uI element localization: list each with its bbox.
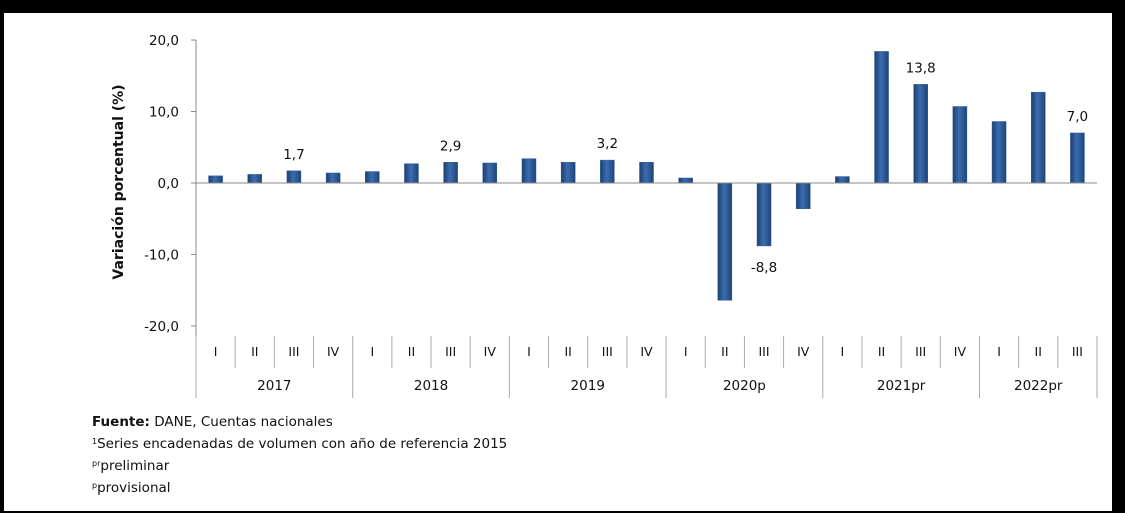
- bar: [1070, 132, 1085, 184]
- data-label: -8,8: [751, 260, 777, 276]
- quarter-label: IV: [954, 344, 967, 359]
- quarter-label: III: [758, 344, 769, 359]
- bar: [286, 170, 302, 184]
- bar: [600, 159, 615, 184]
- data-label: 1,7: [283, 147, 304, 163]
- bar: [874, 51, 889, 184]
- footnote-mark-pr: pr: [92, 459, 101, 468]
- bar: [443, 162, 458, 184]
- quarter-label: I: [214, 344, 218, 359]
- quarter-label: IV: [327, 344, 340, 359]
- year-label: 2017: [257, 378, 291, 394]
- footnote-provisional-text: provisional: [97, 480, 171, 496]
- bar: [913, 84, 928, 184]
- y-tick-label: 0,0: [158, 176, 179, 192]
- quarter-label: II: [564, 344, 571, 359]
- quarter-label: I: [370, 344, 374, 359]
- year-label: 2018: [414, 378, 448, 394]
- bar: [365, 171, 380, 184]
- year-label: 2022pr: [1014, 378, 1063, 394]
- y-tick-label: 10,0: [149, 105, 179, 121]
- footnote-source: Fuente: DANE, Cuentas nacionales: [92, 414, 333, 430]
- quarter-label: III: [288, 344, 299, 359]
- footnote-series-text: Series encadenadas de volumen con año de…: [97, 436, 508, 452]
- year-label: 2019: [571, 378, 605, 394]
- quarter-label: II: [878, 344, 885, 359]
- quarter-label: IV: [797, 344, 810, 359]
- bar: [208, 175, 223, 184]
- quarter-label: I: [997, 344, 1001, 359]
- footnote-preliminar-text: preliminar: [100, 458, 170, 474]
- bar: [678, 177, 693, 184]
- bar: [325, 172, 341, 184]
- y-tick-label: -20,0: [144, 319, 179, 335]
- quarter-label: I: [841, 344, 845, 359]
- quarter-label: II: [721, 344, 728, 359]
- bar: [991, 121, 1007, 184]
- quarter-label: II: [408, 344, 415, 359]
- bar: [795, 182, 811, 209]
- data-label: 3,2: [597, 136, 618, 152]
- data-label: 7,0: [1067, 109, 1088, 125]
- quarter-label: III: [602, 344, 613, 359]
- quarter-label: II: [251, 344, 258, 359]
- quarter-label: III: [1072, 344, 1083, 359]
- quarter-label: IV: [640, 344, 653, 359]
- bar: [756, 182, 772, 247]
- bar: [639, 162, 654, 184]
- year-label: 2021pr: [877, 378, 926, 394]
- footnote-mark-1: 1: [92, 437, 98, 446]
- footnote-preliminar: prpreliminar: [92, 458, 169, 474]
- bar: [404, 163, 419, 184]
- y-tick-label: -10,0: [144, 248, 179, 264]
- footnote-mark-p: p: [92, 481, 98, 490]
- bar: [1030, 91, 1046, 184]
- year-label: 2020p: [723, 378, 766, 394]
- source-label: Fuente:: [92, 414, 150, 430]
- y-tick-label: 20,0: [149, 33, 179, 49]
- quarter-label: III: [915, 344, 926, 359]
- quarter-label: II: [1035, 344, 1042, 359]
- y-axis-label: Variación porcentual (%): [111, 84, 127, 279]
- quarter-label: IV: [484, 344, 497, 359]
- quarter-label: I: [527, 344, 531, 359]
- footnote-provisional: pprovisional: [92, 480, 171, 496]
- quarter-label: I: [684, 344, 688, 359]
- bar: [952, 106, 968, 184]
- bar: [560, 162, 576, 184]
- bar: [835, 176, 850, 184]
- data-label: 13,8: [906, 60, 936, 76]
- source-text: DANE, Cuentas nacionales: [149, 414, 333, 430]
- bar: [482, 162, 498, 184]
- footnote-series: 1Series encadenadas de volumen con año d…: [92, 436, 507, 452]
- data-label: 2,9: [440, 138, 461, 154]
- bar: [247, 174, 263, 184]
- bar: [717, 182, 733, 301]
- frame-bottom-rule: [4, 511, 1112, 513]
- quarter-label: III: [445, 344, 456, 359]
- bar: [521, 158, 537, 184]
